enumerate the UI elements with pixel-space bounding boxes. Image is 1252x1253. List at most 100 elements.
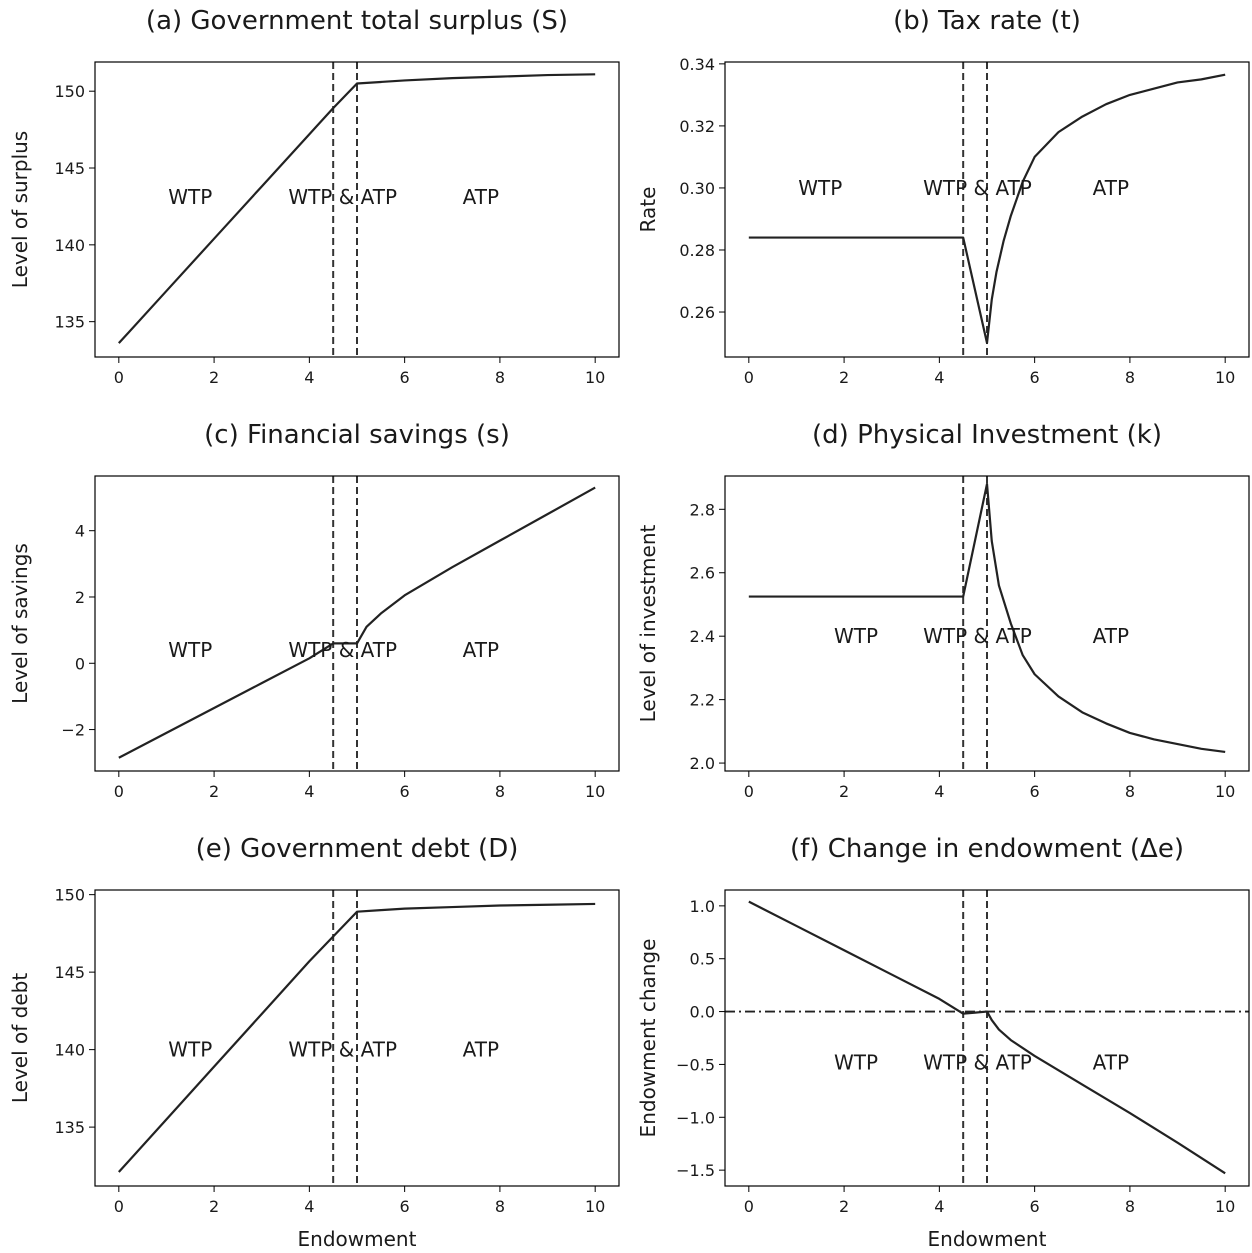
chart-title: (e) Government debt (D) — [196, 834, 519, 864]
chart-title: (f) Change in endowment (Δe) — [790, 834, 1184, 864]
x-tick-label: 8 — [495, 368, 505, 387]
x-tick-label: 10 — [1215, 368, 1235, 387]
series-line — [118, 73, 596, 344]
x-tick-label: 4 — [934, 1197, 944, 1216]
x-tick-label: 6 — [400, 1197, 410, 1216]
y-tick-label: 0.30 — [679, 179, 715, 198]
x-tick-label: 6 — [400, 782, 410, 801]
x-tick-label: 6 — [1030, 782, 1040, 801]
y-tick-label: 0.0 — [690, 1003, 715, 1022]
x-tick-label: 10 — [1215, 1197, 1235, 1216]
y-tick-label: 150 — [54, 82, 85, 101]
x-tick-label: 8 — [1125, 368, 1135, 387]
region-label: WTP & ATP — [288, 185, 397, 209]
region-label: WTP — [168, 1038, 212, 1062]
y-tick-label: −0.5 — [676, 1055, 715, 1074]
chart-title: (a) Government total surplus (S) — [146, 6, 568, 36]
x-tick-label: 4 — [304, 1197, 314, 1216]
region-label: WTP & ATP — [288, 1038, 397, 1062]
x-tick-label: 6 — [1030, 368, 1040, 387]
region-label: WTP — [798, 176, 842, 200]
chart-title: (d) Physical Investment (k) — [812, 420, 1162, 450]
region-label: ATP — [1093, 176, 1129, 200]
series-line — [748, 900, 1226, 1175]
y-tick-label: 0.32 — [679, 117, 715, 136]
chart-title: (b) Tax rate (t) — [893, 6, 1081, 36]
region-label: WTP — [168, 185, 212, 209]
x-tick-label: 0 — [114, 782, 124, 801]
x-tick-label: 4 — [934, 782, 944, 801]
y-tick-label: 2.8 — [690, 500, 715, 519]
x-tick-label: 6 — [1030, 1197, 1040, 1216]
y-axis-label: Level of surplus — [8, 131, 32, 288]
y-axis-label: Level of savings — [8, 543, 32, 704]
y-tick-label: 4 — [75, 522, 85, 541]
chart-panel-6: (f) Change in endowment (Δe) Endowment ch… — [636, 834, 1250, 1251]
x-tick-label: 2 — [839, 782, 849, 801]
x-tick-label: 0 — [114, 368, 124, 387]
y-axis-label: Rate — [636, 187, 660, 233]
region-label: WTP — [834, 1050, 878, 1074]
x-tick-label: 2 — [209, 782, 219, 801]
region-label: WTP & ATP — [923, 176, 1032, 200]
y-tick-label: 2.0 — [690, 754, 715, 773]
y-tick-label: 0.34 — [679, 55, 715, 74]
x-tick-label: 0 — [114, 1197, 124, 1216]
x-tick-label: 0 — [744, 368, 754, 387]
y-tick-label: 150 — [54, 886, 85, 905]
chart-panel-5: (e) Government debt (D) Level of debt Endo… — [8, 834, 620, 1251]
y-tick-label: 0.26 — [679, 303, 715, 322]
x-tick-label: 2 — [839, 368, 849, 387]
y-tick-label: 135 — [54, 313, 85, 332]
x-tick-label: 0 — [744, 1197, 754, 1216]
x-tick-label: 4 — [304, 782, 314, 801]
x-axis-label: Endowment — [298, 1227, 417, 1251]
x-tick-label: 10 — [1215, 782, 1235, 801]
x-tick-label: 0 — [744, 782, 754, 801]
y-tick-label: −1.0 — [676, 1108, 715, 1127]
x-tick-label: 10 — [585, 782, 605, 801]
y-axis-label: Endowment change — [636, 939, 660, 1138]
region-label: ATP — [1093, 624, 1129, 648]
y-tick-label: 2 — [75, 588, 85, 607]
x-tick-label: 10 — [585, 368, 605, 387]
y-tick-label: 0.28 — [679, 241, 715, 260]
y-tick-label: 0 — [75, 654, 85, 673]
x-tick-label: 8 — [1125, 782, 1135, 801]
chart-panel-1: (a) Government total surplus (S) Level of… — [8, 6, 620, 387]
x-tick-label: 4 — [934, 368, 944, 387]
region-label: WTP & ATP — [288, 638, 397, 662]
plot-frame — [94, 61, 620, 358]
region-label: ATP — [463, 185, 499, 209]
region-label: WTP — [834, 624, 878, 648]
region-label: WTP — [168, 638, 212, 662]
plot-frame — [94, 889, 620, 1187]
x-axis-label: Endowment — [928, 1227, 1047, 1251]
chart-panel-2: (b) Tax rate (t) Rate 0 2 4 6 8 10 0.26 0.28 0.30 0… — [636, 6, 1250, 387]
y-tick-label: 145 — [54, 963, 85, 982]
y-tick-label: −1.5 — [676, 1161, 715, 1180]
plot-frame — [94, 475, 620, 772]
y-tick-label: 145 — [54, 159, 85, 178]
x-tick-label: 4 — [304, 368, 314, 387]
y-axis-label: Level of debt — [8, 973, 32, 1103]
x-tick-label: 8 — [495, 782, 505, 801]
y-tick-label: 2.4 — [690, 627, 715, 646]
region-label: ATP — [1093, 1050, 1129, 1074]
x-tick-label: 6 — [400, 368, 410, 387]
region-label: WTP & ATP — [923, 1050, 1032, 1074]
x-tick-label: 2 — [209, 368, 219, 387]
series-line — [118, 902, 596, 1173]
y-tick-label: 135 — [54, 1118, 85, 1137]
y-tick-label: 2.6 — [690, 564, 715, 583]
x-tick-label: 8 — [495, 1197, 505, 1216]
chart-panel-3: (c) Financial savings (s) Level of saving… — [8, 420, 620, 801]
plot-frame — [724, 889, 1250, 1187]
y-tick-label: 140 — [54, 1041, 85, 1060]
y-tick-label: −2 — [61, 721, 85, 740]
region-label: ATP — [463, 638, 499, 662]
x-tick-label: 8 — [1125, 1197, 1135, 1216]
series-line — [748, 482, 1226, 754]
y-tick-label: 0.5 — [690, 950, 715, 969]
